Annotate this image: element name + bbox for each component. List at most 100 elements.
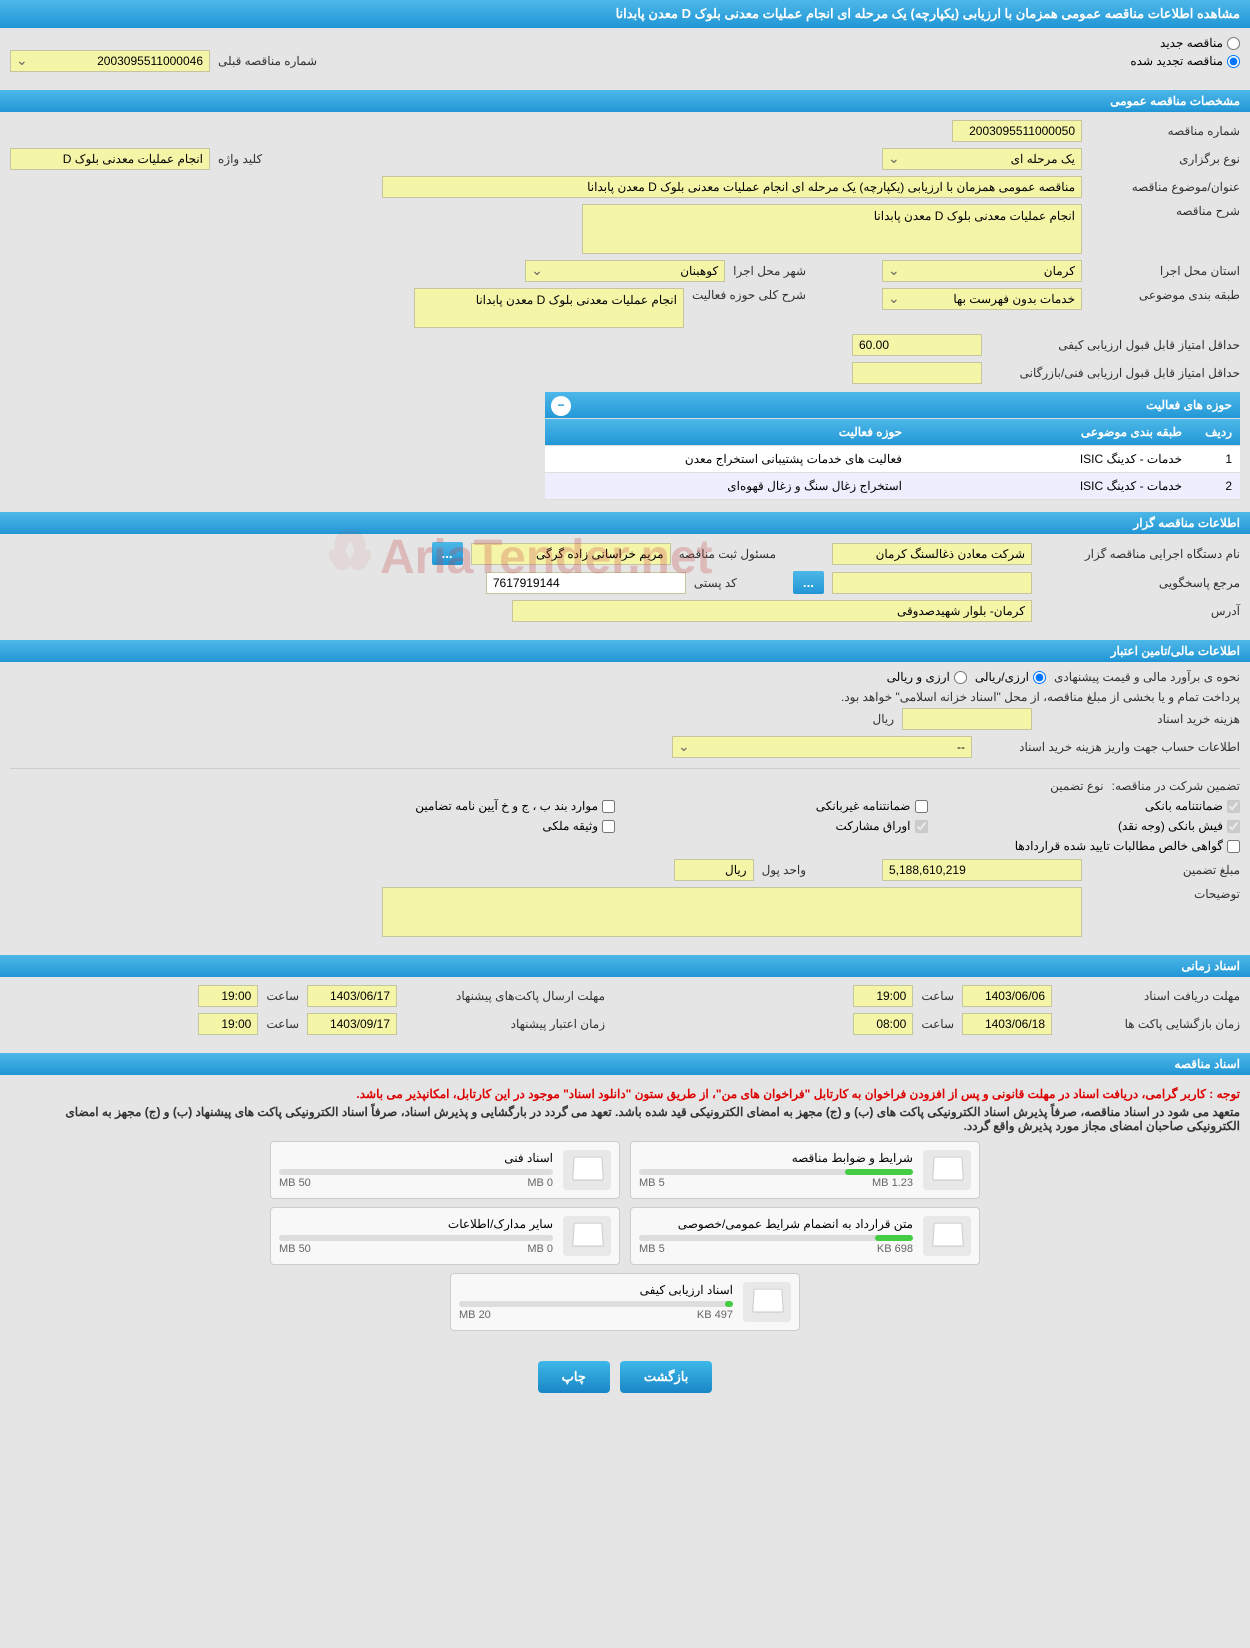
time-label-3: ساعت xyxy=(266,989,299,1003)
receive-deadline-time[interactable]: 19:00 xyxy=(853,985,913,1007)
check-bank-slip[interactable]: فیش بانکی (وجه نقد) xyxy=(948,819,1241,833)
subject-class-label: طبقه بندی موضوعی xyxy=(1090,288,1240,302)
activities-title: حوزه های فعالیت xyxy=(1146,398,1232,412)
response-ref-lookup-button[interactable]: ... xyxy=(793,571,824,594)
folder-icon xyxy=(923,1216,971,1256)
doc-card[interactable]: سایر مدارک/اطلاعات0 MB50 MB xyxy=(270,1207,620,1265)
doc-total: 50 MB xyxy=(279,1243,311,1255)
exec-province-select[interactable]: کرمان xyxy=(882,260,1082,282)
org-field: شرکت معادن ذغالسنگ کرمان xyxy=(832,543,1032,565)
back-button[interactable]: بازگشت xyxy=(620,1361,712,1393)
response-ref-label: مرجع پاسخگویی xyxy=(1040,576,1240,590)
doc-card[interactable]: شرایط و ضوابط مناقصه1.23 MB5 MB xyxy=(630,1141,980,1199)
reg-officer-label: مسئول ثبت مناقصه xyxy=(679,547,776,561)
account-select[interactable]: -- xyxy=(672,736,972,758)
prev-tender-select[interactable]: 2003095511000046 xyxy=(10,50,210,72)
time-label-4: ساعت xyxy=(266,1017,299,1031)
check-items-guarantee[interactable]: موارد بند ب ، ج و خ آیین نامه تضامین xyxy=(323,799,616,813)
radio-new-tender-input[interactable] xyxy=(1227,37,1240,50)
check-bank-guarantee[interactable]: ضمانتنامه بانکی xyxy=(948,799,1241,813)
exec-city-select[interactable]: کوهبنان xyxy=(525,260,725,282)
notes-label: توضیحات xyxy=(1090,887,1240,901)
section-holder: اطلاعات مناقصه گزار xyxy=(0,512,1250,534)
radio-fx[interactable]: ارزی/ریالی xyxy=(975,670,1046,684)
doc-total: 50 MB xyxy=(279,1177,311,1189)
doc-used: 698 KB xyxy=(877,1243,913,1255)
check-property-pledge[interactable]: وثیقه ملکی xyxy=(323,819,616,833)
docs-note2: متعهد می شود در اسناد مناقصه، صرفاً پذیر… xyxy=(10,1105,1240,1133)
send-deadline-date[interactable]: 1403/06/17 xyxy=(307,985,397,1007)
col-row: ردیف xyxy=(1190,419,1240,446)
desc-label: شرح مناقصه xyxy=(1090,204,1240,218)
activity-desc-textarea[interactable]: انجام عملیات معدنی بلوک D معدن پابدانا xyxy=(414,288,684,328)
purchase-cost-label: هزینه خرید اسناد xyxy=(1040,712,1240,726)
radio-new-tender[interactable]: مناقصه جدید xyxy=(1160,36,1240,50)
doc-card[interactable]: اسناد ارزیابی کیفی 497 KB 20 MB xyxy=(450,1273,800,1331)
doc-title: اسناد ارزیابی کیفی xyxy=(459,1283,733,1297)
col-area: حوزه فعالیت xyxy=(545,419,910,446)
tender-number-field: 2003095511000050 xyxy=(952,120,1082,142)
table-row: 2خدمات - کدینگ ISICاستخراج زغال سنگ و زغ… xyxy=(545,473,1240,500)
keyword-field[interactable]: انجام عملیات معدنی بلوک D xyxy=(10,148,210,170)
docs-note1: توجه : کاربر گرامی، دریافت اسناد در مهلت… xyxy=(10,1087,1240,1101)
reg-officer-lookup-button[interactable]: ... xyxy=(432,542,463,565)
reg-officer-field: مریم خراسانی زاده گرگی xyxy=(471,543,671,565)
exec-city-label: شهر محل اجرا xyxy=(733,264,806,278)
doc-card[interactable]: اسناد فنی0 MB50 MB xyxy=(270,1141,620,1199)
postcode-field[interactable]: 7617919144 xyxy=(486,572,686,594)
send-deadline-time[interactable]: 19:00 xyxy=(198,985,258,1007)
check-confirmed-claims[interactable]: گواهی خالص مطالبات تایید شده قراردادها xyxy=(948,839,1241,853)
min-quality-label: حداقل امتیاز قابل قبول ارزیابی کیفی xyxy=(990,338,1240,352)
purchase-cost-field[interactable] xyxy=(902,708,1032,730)
est-label: نحوه ی برآورد مالی و قیمت پیشنهادی xyxy=(1054,670,1240,684)
validity-date[interactable]: 1403/09/17 xyxy=(307,1013,397,1035)
receive-deadline-date[interactable]: 1403/06/06 xyxy=(962,985,1052,1007)
check-participation-bonds[interactable]: اوراق مشارکت xyxy=(635,819,928,833)
holding-type-select[interactable]: یک مرحله ای xyxy=(882,148,1082,170)
time-label-1: ساعت xyxy=(921,989,954,1003)
doc-card[interactable]: متن قرارداد به انضمام شرایط عمومی/خصوصی 6… xyxy=(630,1207,980,1265)
validity-label: زمان اعتبار پیشنهاد xyxy=(405,1017,605,1031)
guarantee-amount-field[interactable]: 5,188,610,219 xyxy=(882,859,1082,881)
section-documents: اسناد مناقصه xyxy=(0,1053,1250,1075)
guarantee-label: تضمین شرکت در مناقصه: xyxy=(1112,779,1240,793)
subject-field[interactable]: مناقصه عمومی همزمان با ارزیابی (یکپارچه)… xyxy=(382,176,1082,198)
opening-date[interactable]: 1403/06/18 xyxy=(962,1013,1052,1035)
activities-table: حوزه های فعالیت − ردیف طبقه بندی موضوعی … xyxy=(545,392,1240,500)
min-quality-field[interactable]: 60.00 xyxy=(852,334,982,356)
folder-icon xyxy=(743,1282,791,1322)
table-row: 1خدمات - کدینگ ISICفعالیت های خدمات پشتی… xyxy=(545,446,1240,473)
org-label: نام دستگاه اجرایی مناقصه گزار xyxy=(1040,547,1240,561)
postcode-label: کد پستی xyxy=(694,576,737,590)
currency-label: ریال xyxy=(872,712,894,726)
exec-province-label: استان محل اجرا xyxy=(1090,264,1240,278)
min-tech-field[interactable] xyxy=(852,362,982,384)
doc-title: متن قرارداد به انضمام شرایط عمومی/خصوصی xyxy=(639,1217,913,1231)
section-timing: اسناد زمانی xyxy=(0,955,1250,977)
notes-textarea[interactable] xyxy=(382,887,1082,937)
receive-deadline-label: مهلت دریافت اسناد xyxy=(1060,989,1240,1003)
doc-used: 497 KB xyxy=(697,1309,733,1321)
doc-used: 1.23 MB xyxy=(872,1177,913,1189)
subject-label: عنوان/موضوع مناقصه xyxy=(1090,180,1240,194)
print-button[interactable]: چاپ xyxy=(538,1361,610,1393)
subject-class-select[interactable]: خدمات بدون فهرست بها xyxy=(882,288,1082,310)
check-nonbank-guarantee[interactable]: ضمانتنامه غیربانکی xyxy=(635,799,928,813)
address-field[interactable]: کرمان- بلوار شهیدصدوقی xyxy=(512,600,1032,622)
radio-renewed-tender[interactable]: مناقصه تجدید شده xyxy=(1130,54,1240,68)
radio-rial[interactable]: ارزی و ریالی xyxy=(887,670,967,684)
doc-total: 20 MB xyxy=(459,1309,491,1321)
address-label: آدرس xyxy=(1040,604,1240,618)
collapse-icon[interactable]: − xyxy=(551,396,571,416)
doc-used: 0 MB xyxy=(527,1177,553,1189)
treasury-note: پرداخت تمام و یا بخشی از مبلغ مناقصه، از… xyxy=(10,690,1240,704)
desc-textarea[interactable]: انجام عملیات معدنی بلوک D معدن پابدانا xyxy=(582,204,1082,254)
response-ref-field[interactable] xyxy=(832,572,1032,594)
validity-time[interactable]: 19:00 xyxy=(198,1013,258,1035)
radio-renewed-tender-label: مناقصه تجدید شده xyxy=(1130,54,1223,68)
account-label: اطلاعات حساب جهت واریز هزینه خرید اسناد xyxy=(980,740,1240,754)
opening-time[interactable]: 08:00 xyxy=(853,1013,913,1035)
radio-renewed-tender-input[interactable] xyxy=(1227,55,1240,68)
guarantee-amount-label: مبلغ تضمین xyxy=(1090,863,1240,877)
folder-icon xyxy=(563,1150,611,1190)
